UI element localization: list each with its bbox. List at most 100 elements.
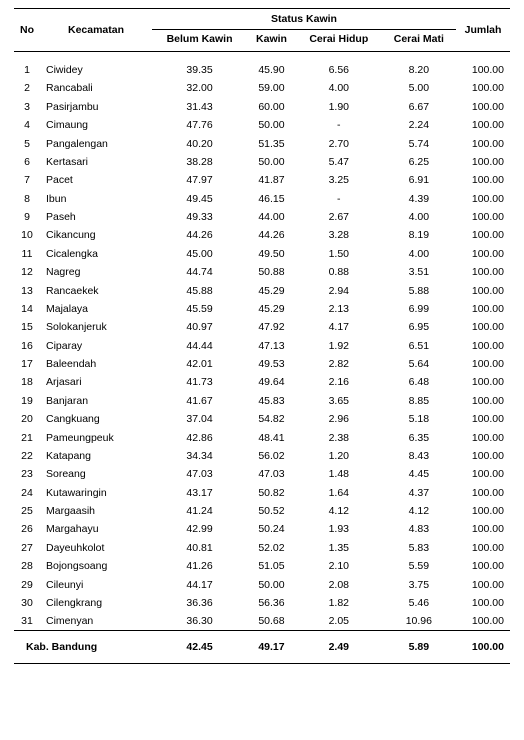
cell-cerai-mati: 6.99 bbox=[382, 300, 456, 318]
footer-kawin: 49.17 bbox=[247, 631, 296, 664]
cell-jumlah: 100.00 bbox=[456, 134, 510, 152]
cell-jumlah: 100.00 bbox=[456, 300, 510, 318]
cell-cerai-mati: 5.00 bbox=[382, 79, 456, 97]
cell-belum-kawin: 45.00 bbox=[152, 245, 247, 263]
cell-kawin: 50.24 bbox=[247, 520, 296, 538]
cell-jumlah: 100.00 bbox=[456, 594, 510, 612]
cell-cerai-hidup: 6.56 bbox=[296, 52, 382, 80]
cell-cerai-hidup: 2.16 bbox=[296, 373, 382, 391]
cell-kawin: 59.00 bbox=[247, 79, 296, 97]
table-row: 28Bojongsoang41.2651.052.105.59100.00 bbox=[14, 557, 510, 575]
cell-no: 19 bbox=[14, 392, 40, 410]
cell-kecamatan: Pacet bbox=[40, 171, 152, 189]
cell-kawin: 50.00 bbox=[247, 116, 296, 134]
cell-cerai-mati: 5.46 bbox=[382, 594, 456, 612]
header-cerai-hidup: Cerai Hidup bbox=[296, 30, 382, 52]
cell-no: 12 bbox=[14, 263, 40, 281]
cell-jumlah: 100.00 bbox=[456, 575, 510, 593]
cell-belum-kawin: 44.26 bbox=[152, 226, 247, 244]
header-cerai-mati: Cerai Mati bbox=[382, 30, 456, 52]
cell-kawin: 41.87 bbox=[247, 171, 296, 189]
cell-kecamatan: Cicalengka bbox=[40, 245, 152, 263]
cell-cerai-mati: 8.19 bbox=[382, 226, 456, 244]
footer-belum-kawin: 42.45 bbox=[152, 631, 247, 664]
cell-jumlah: 100.00 bbox=[456, 392, 510, 410]
cell-jumlah: 100.00 bbox=[456, 612, 510, 631]
cell-kecamatan: Banjaran bbox=[40, 392, 152, 410]
cell-belum-kawin: 43.17 bbox=[152, 483, 247, 501]
cell-cerai-hidup: 4.00 bbox=[296, 79, 382, 97]
cell-jumlah: 100.00 bbox=[456, 189, 510, 207]
cell-kecamatan: Rancaekek bbox=[40, 281, 152, 299]
cell-kawin: 47.03 bbox=[247, 465, 296, 483]
cell-no: 17 bbox=[14, 355, 40, 373]
cell-cerai-mati: 6.95 bbox=[382, 318, 456, 336]
cell-no: 6 bbox=[14, 153, 40, 171]
cell-belum-kawin: 49.33 bbox=[152, 208, 247, 226]
table-row: 13Rancaekek45.8845.292.945.88100.00 bbox=[14, 281, 510, 299]
cell-belum-kawin: 42.86 bbox=[152, 428, 247, 446]
cell-cerai-hidup: 2.70 bbox=[296, 134, 382, 152]
cell-kecamatan: Cileunyi bbox=[40, 575, 152, 593]
cell-no: 21 bbox=[14, 428, 40, 446]
cell-kawin: 45.29 bbox=[247, 281, 296, 299]
cell-cerai-hidup: 3.65 bbox=[296, 392, 382, 410]
cell-jumlah: 100.00 bbox=[456, 52, 510, 80]
footer-cerai-mati: 5.89 bbox=[382, 631, 456, 664]
table-row: 18Arjasari41.7349.642.166.48100.00 bbox=[14, 373, 510, 391]
cell-no: 1 bbox=[14, 52, 40, 80]
cell-kawin: 51.35 bbox=[247, 134, 296, 152]
cell-cerai-hidup: 2.13 bbox=[296, 300, 382, 318]
cell-kecamatan: Cangkuang bbox=[40, 410, 152, 428]
cell-cerai-mati: 3.51 bbox=[382, 263, 456, 281]
cell-no: 18 bbox=[14, 373, 40, 391]
cell-cerai-hidup: 3.25 bbox=[296, 171, 382, 189]
cell-no: 25 bbox=[14, 502, 40, 520]
cell-kawin: 45.90 bbox=[247, 52, 296, 80]
cell-belum-kawin: 45.59 bbox=[152, 300, 247, 318]
header-no: No bbox=[14, 9, 40, 52]
cell-no: 24 bbox=[14, 483, 40, 501]
footer-cerai-hidup: 2.49 bbox=[296, 631, 382, 664]
cell-cerai-hidup: 1.90 bbox=[296, 98, 382, 116]
cell-kecamatan: Ibun bbox=[40, 189, 152, 207]
cell-jumlah: 100.00 bbox=[456, 318, 510, 336]
cell-belum-kawin: 40.81 bbox=[152, 539, 247, 557]
cell-kawin: 49.50 bbox=[247, 245, 296, 263]
cell-no: 26 bbox=[14, 520, 40, 538]
cell-belum-kawin: 45.88 bbox=[152, 281, 247, 299]
cell-no: 29 bbox=[14, 575, 40, 593]
cell-cerai-hidup: - bbox=[296, 116, 382, 134]
cell-belum-kawin: 38.28 bbox=[152, 153, 247, 171]
cell-jumlah: 100.00 bbox=[456, 281, 510, 299]
table-row: 9Paseh49.3344.002.674.00100.00 bbox=[14, 208, 510, 226]
header-jumlah: Jumlah bbox=[456, 9, 510, 52]
cell-kecamatan: Arjasari bbox=[40, 373, 152, 391]
cell-jumlah: 100.00 bbox=[456, 245, 510, 263]
cell-kecamatan: Rancabali bbox=[40, 79, 152, 97]
cell-kecamatan: Majalaya bbox=[40, 300, 152, 318]
cell-cerai-hidup: 2.08 bbox=[296, 575, 382, 593]
cell-cerai-hidup: 1.20 bbox=[296, 447, 382, 465]
cell-kawin: 47.13 bbox=[247, 336, 296, 354]
table-row: 2Rancabali32.0059.004.005.00100.00 bbox=[14, 79, 510, 97]
cell-cerai-mati: 4.00 bbox=[382, 208, 456, 226]
table-row: 11Cicalengka45.0049.501.504.00100.00 bbox=[14, 245, 510, 263]
cell-kawin: 56.02 bbox=[247, 447, 296, 465]
cell-jumlah: 100.00 bbox=[456, 355, 510, 373]
table-row: 16Ciparay44.4447.131.926.51100.00 bbox=[14, 336, 510, 354]
cell-jumlah: 100.00 bbox=[456, 447, 510, 465]
table-row: 24Kutawaringin43.1750.821.644.37100.00 bbox=[14, 483, 510, 501]
cell-no: 14 bbox=[14, 300, 40, 318]
cell-no: 7 bbox=[14, 171, 40, 189]
cell-belum-kawin: 34.34 bbox=[152, 447, 247, 465]
cell-jumlah: 100.00 bbox=[456, 79, 510, 97]
cell-cerai-mati: 4.39 bbox=[382, 189, 456, 207]
cell-no: 11 bbox=[14, 245, 40, 263]
cell-belum-kawin: 41.24 bbox=[152, 502, 247, 520]
cell-jumlah: 100.00 bbox=[456, 520, 510, 538]
cell-no: 20 bbox=[14, 410, 40, 428]
cell-no: 31 bbox=[14, 612, 40, 631]
cell-belum-kawin: 44.44 bbox=[152, 336, 247, 354]
cell-kawin: 51.05 bbox=[247, 557, 296, 575]
